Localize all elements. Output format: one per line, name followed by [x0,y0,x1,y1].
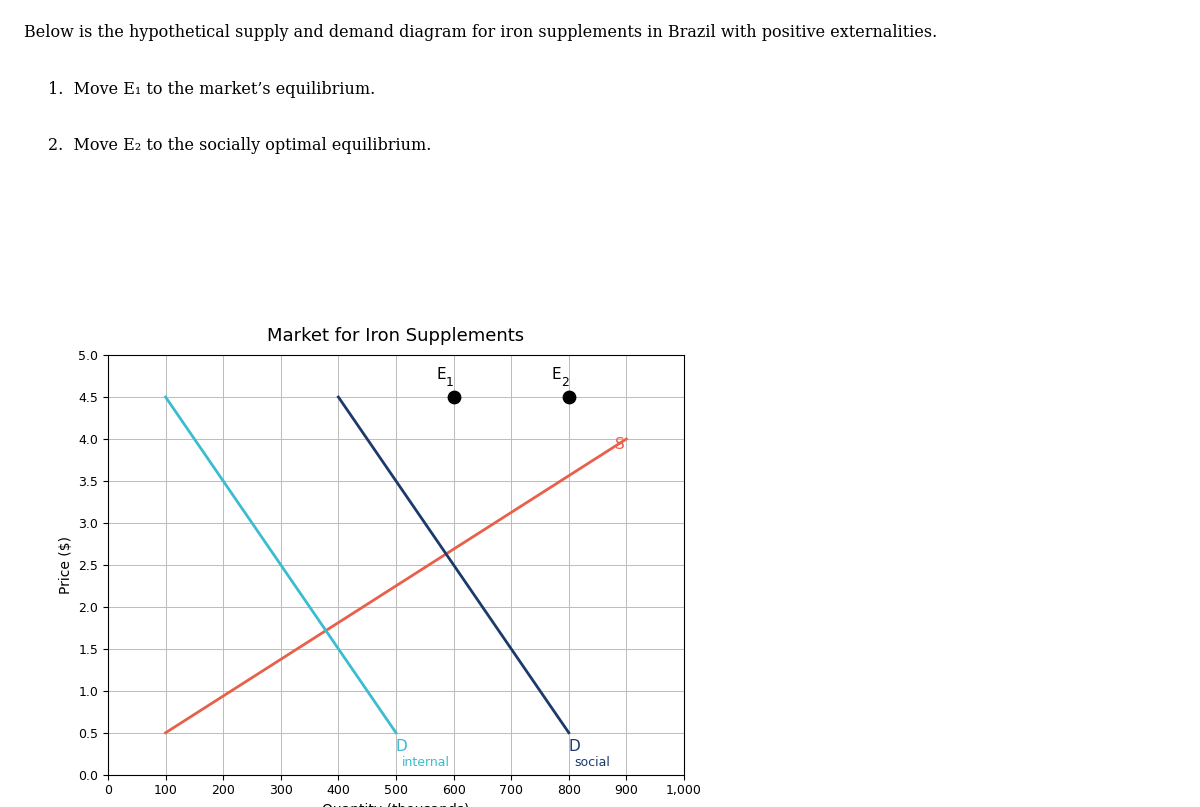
Text: internal: internal [402,756,450,769]
Text: 1: 1 [445,375,454,389]
Text: Below is the hypothetical supply and demand diagram for iron supplements in Braz: Below is the hypothetical supply and dem… [24,24,937,41]
Text: S: S [614,437,625,452]
Text: 1.  Move E₁ to the market’s equilibrium.: 1. Move E₁ to the market’s equilibrium. [48,81,376,98]
Text: D: D [396,739,408,755]
Title: Market for Iron Supplements: Market for Iron Supplements [268,327,524,345]
Text: E: E [437,367,446,382]
Text: E: E [552,367,562,382]
Point [559,391,578,404]
Text: 2.  Move E₂ to the socially optimal equilibrium.: 2. Move E₂ to the socially optimal equil… [48,137,431,154]
Text: 2: 2 [560,375,569,389]
Text: D: D [569,739,581,755]
Y-axis label: Price ($): Price ($) [59,536,73,594]
Text: social: social [575,756,611,769]
Point [444,391,463,404]
X-axis label: Quantity (thousands): Quantity (thousands) [323,803,469,807]
